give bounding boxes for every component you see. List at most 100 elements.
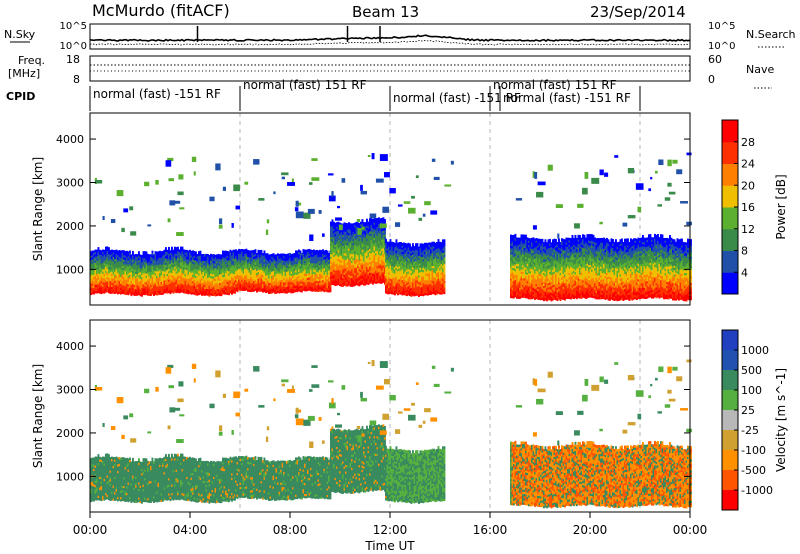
power-cell <box>268 282 270 286</box>
power-cell <box>415 269 417 272</box>
power-cell <box>317 254 320 258</box>
power-cell <box>419 286 422 290</box>
power-cell <box>259 269 261 273</box>
power-cell <box>409 254 411 257</box>
power-cell <box>428 270 431 274</box>
power-cell <box>97 255 100 259</box>
power-cell <box>242 286 245 289</box>
power-cell <box>192 287 194 290</box>
power-cell <box>287 272 290 276</box>
power-cell <box>287 259 290 263</box>
power-cell <box>299 250 302 254</box>
power-cell <box>142 288 145 291</box>
power-cell <box>135 284 137 288</box>
power-cell <box>198 262 200 265</box>
power-cell <box>271 277 273 281</box>
power-cell <box>222 267 224 271</box>
power-cell <box>220 265 223 268</box>
power-cell <box>265 286 267 289</box>
power-cell <box>160 253 163 256</box>
power-cell <box>229 288 232 292</box>
power-cell <box>391 246 393 249</box>
power-cell <box>354 251 356 254</box>
power-cell <box>422 278 425 281</box>
power-cell <box>336 252 338 256</box>
power-cell <box>145 288 148 291</box>
power-cell <box>268 254 270 258</box>
power-cell <box>168 273 170 276</box>
power-cell <box>375 235 377 239</box>
power-cell <box>293 279 296 282</box>
power-cell <box>195 288 197 291</box>
power-cell <box>178 251 181 255</box>
power-cell <box>289 270 291 273</box>
power-cell <box>406 250 408 253</box>
power-cell <box>136 258 139 262</box>
power-cell <box>217 279 220 283</box>
power-cell <box>323 283 326 286</box>
power-cell <box>105 290 107 293</box>
power-cell <box>317 250 320 253</box>
power-cell <box>210 256 212 259</box>
power-cell <box>266 287 269 291</box>
power-cell <box>283 266 285 270</box>
nave-label: Nave <box>746 63 774 76</box>
power-cell <box>397 277 399 281</box>
power-cell <box>210 266 212 270</box>
power-cell <box>395 271 398 275</box>
power-cell <box>366 255 368 259</box>
power-cell <box>372 242 374 246</box>
power-cell <box>253 254 255 257</box>
power-cell <box>210 277 212 281</box>
power-cell <box>115 271 118 274</box>
power-cell <box>355 263 358 266</box>
power-cell <box>310 284 312 287</box>
power-cell <box>132 272 134 276</box>
power-cell <box>220 260 223 264</box>
power-cell <box>413 287 416 290</box>
power-cell <box>302 268 305 272</box>
power-cell <box>232 280 235 283</box>
power-cell <box>266 268 269 271</box>
power-cell <box>412 282 414 285</box>
power-cell <box>304 275 306 279</box>
power-cell <box>381 235 383 238</box>
power-cell <box>416 290 419 294</box>
power-cell <box>317 289 320 293</box>
power-cell <box>427 282 429 285</box>
power-cell <box>382 278 385 281</box>
power-cell <box>172 260 175 264</box>
power-cell <box>320 284 323 288</box>
power-cell <box>354 231 356 234</box>
power-cell <box>428 275 431 278</box>
power-cell <box>302 270 305 274</box>
power-cell <box>183 258 185 261</box>
power-cell <box>210 260 212 263</box>
power-cell <box>166 291 169 294</box>
power-cell <box>424 245 426 248</box>
power-cell <box>163 262 166 266</box>
power-cell <box>376 270 379 273</box>
power-cell <box>251 271 254 275</box>
power-cell <box>345 251 347 254</box>
power-cell <box>373 272 376 275</box>
power-cell <box>360 258 362 262</box>
power-cell <box>196 282 199 285</box>
power-cell <box>99 267 101 270</box>
power-cell <box>190 253 193 256</box>
power-cell <box>112 254 115 257</box>
power-cell <box>103 275 106 279</box>
power-cell <box>349 240 352 244</box>
power-cell <box>100 276 103 279</box>
power-cell <box>115 262 118 266</box>
power-cell <box>375 270 377 273</box>
power-cell <box>395 274 398 277</box>
power-cell <box>381 257 383 260</box>
power-cell <box>181 261 184 265</box>
power-cell <box>236 278 239 282</box>
power-cell <box>263 283 266 286</box>
power-cell <box>216 278 218 281</box>
power-cell <box>348 272 350 275</box>
power-cell <box>117 285 119 288</box>
power-cell <box>403 262 405 265</box>
